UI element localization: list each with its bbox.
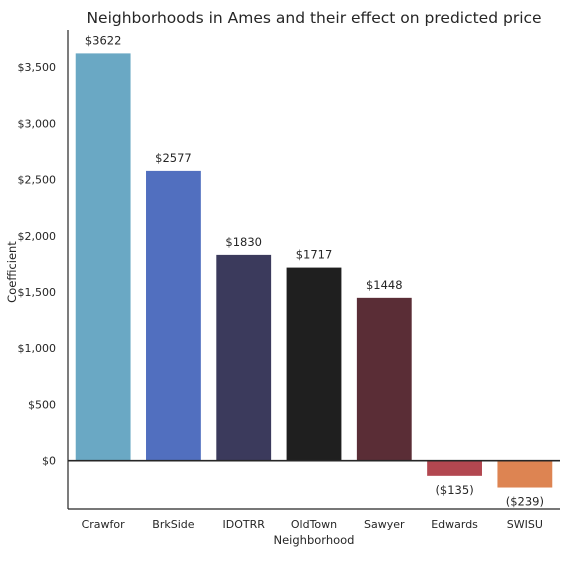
value-label: $1830 bbox=[225, 235, 262, 249]
chart-title: Neighborhoods in Ames and their effect o… bbox=[86, 9, 541, 27]
bar-crawfor bbox=[75, 53, 131, 461]
bar-swisu bbox=[497, 460, 553, 488]
y-tick-label: $3,500 bbox=[18, 61, 57, 74]
y-tick-label: $2,000 bbox=[18, 230, 57, 243]
y-tick-label: $1,000 bbox=[18, 342, 57, 355]
x-tick-label: OldTown bbox=[291, 518, 337, 531]
y-tick-label: $500 bbox=[28, 398, 56, 411]
bar-oldtown bbox=[286, 267, 342, 461]
bars bbox=[75, 53, 553, 488]
x-tick-label: Crawfor bbox=[82, 518, 126, 531]
value-label: ($135) bbox=[435, 483, 473, 497]
x-axis-ticks: Crawfor BrkSide IDOTRR OldTown Sawyer Edwards… bbox=[82, 518, 543, 531]
x-tick-label: SWISU bbox=[507, 518, 543, 531]
y-tick-label: $2,500 bbox=[18, 174, 57, 187]
value-label: $1448 bbox=[366, 278, 403, 292]
y-tick-label: $3,000 bbox=[18, 117, 57, 130]
bar-brkside bbox=[146, 170, 201, 461]
bar-idotrr bbox=[216, 254, 272, 461]
y-tick-label: $1,500 bbox=[18, 286, 57, 299]
x-tick-label: Edwards bbox=[431, 518, 478, 531]
bar-sawyer bbox=[356, 297, 412, 461]
x-tick-label: Sawyer bbox=[364, 518, 405, 531]
value-label: $3622 bbox=[85, 33, 122, 47]
x-tick-label: IDOTRR bbox=[223, 518, 266, 531]
value-label: ($239) bbox=[506, 495, 544, 509]
value-labels: $3622 $2577 $1830 $1717 $1448 ($135) ($239) bbox=[85, 33, 544, 508]
value-label: $1717 bbox=[296, 248, 333, 262]
bar-edwards bbox=[427, 460, 482, 476]
value-label: $2577 bbox=[155, 151, 192, 165]
y-axis-ticks: $0 $500 $1,000 $1,500 $2,000 $2,500 $3,000 $3,5… bbox=[18, 61, 57, 468]
x-axis-label: Neighborhood bbox=[274, 533, 355, 547]
x-tick-label: BrkSide bbox=[152, 518, 194, 531]
y-tick-label: $0 bbox=[42, 455, 56, 468]
y-axis-label: Coefficient bbox=[5, 241, 19, 303]
